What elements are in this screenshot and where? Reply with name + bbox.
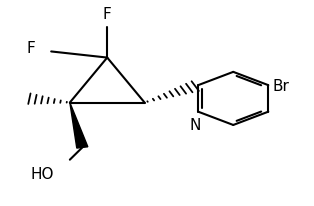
Text: Br: Br [272,78,289,93]
Text: F: F [103,7,111,22]
Polygon shape [70,103,88,148]
Text: N: N [189,117,201,132]
Text: HO: HO [30,166,54,181]
Text: F: F [27,41,35,56]
